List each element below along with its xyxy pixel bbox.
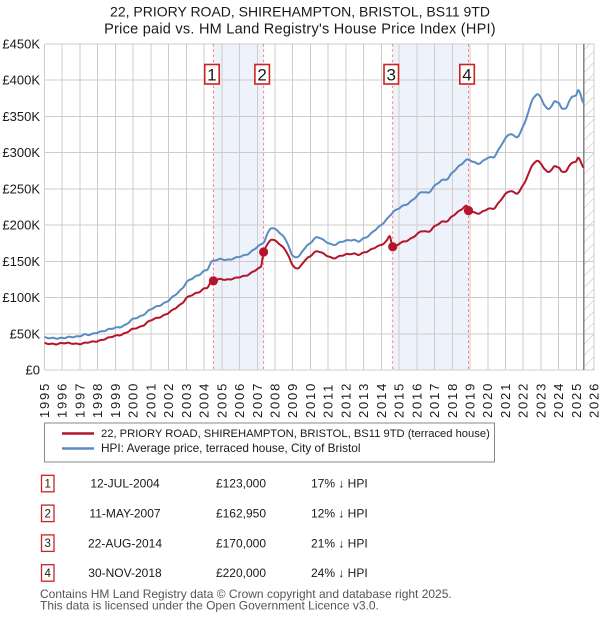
svg-text:2000: 2000 xyxy=(126,382,141,418)
svg-text:2009: 2009 xyxy=(285,382,300,418)
svg-text:2022: 2022 xyxy=(516,382,531,418)
svg-text:£400K: £400K xyxy=(2,73,40,88)
svg-text:2021: 2021 xyxy=(498,382,513,418)
svg-text:1998: 1998 xyxy=(90,382,105,418)
svg-text:1995: 1995 xyxy=(37,382,52,418)
svg-text:2024: 2024 xyxy=(551,382,566,418)
svg-text:2001: 2001 xyxy=(143,382,158,418)
svg-text:22-AUG-2014: 22-AUG-2014 xyxy=(88,536,162,550)
svg-text:2014: 2014 xyxy=(374,382,389,418)
svg-text:2007: 2007 xyxy=(250,382,265,418)
svg-text:22, PRIORY ROAD, SHIREHAMPTON,: 22, PRIORY ROAD, SHIREHAMPTON, BRISTOL, … xyxy=(110,4,490,20)
svg-text:£220,000: £220,000 xyxy=(216,566,266,580)
svg-text:£170,000: £170,000 xyxy=(216,536,266,550)
svg-text:1997: 1997 xyxy=(73,382,88,418)
svg-text:1999: 1999 xyxy=(108,382,123,418)
svg-text:£250K: £250K xyxy=(2,181,40,196)
svg-text:£123,000: £123,000 xyxy=(216,477,266,491)
svg-text:2004: 2004 xyxy=(197,382,212,418)
svg-text:1: 1 xyxy=(44,479,50,491)
svg-text:11-MAY-2007: 11-MAY-2007 xyxy=(89,507,160,521)
svg-text:£100K: £100K xyxy=(2,290,40,305)
svg-text:2019: 2019 xyxy=(463,382,478,418)
svg-text:£350K: £350K xyxy=(2,109,40,124)
svg-text:2008: 2008 xyxy=(268,382,283,418)
svg-text:30-NOV-2018: 30-NOV-2018 xyxy=(88,566,162,580)
svg-text:2015: 2015 xyxy=(392,382,407,418)
svg-text:This data is licensed under th: This data is licensed under the Open Gov… xyxy=(40,599,379,613)
svg-text:£300K: £300K xyxy=(2,145,40,160)
svg-text:17% ↓ HPI: 17% ↓ HPI xyxy=(311,477,368,491)
svg-text:£150K: £150K xyxy=(2,254,40,269)
svg-text:2006: 2006 xyxy=(232,382,247,418)
svg-text:2012: 2012 xyxy=(338,382,353,418)
svg-text:2026: 2026 xyxy=(587,382,600,418)
svg-text:2023: 2023 xyxy=(533,382,548,418)
svg-text:£0: £0 xyxy=(26,363,40,378)
svg-text:2010: 2010 xyxy=(303,382,318,418)
svg-text:2017: 2017 xyxy=(427,382,442,418)
svg-text:2002: 2002 xyxy=(161,382,176,418)
svg-text:2020: 2020 xyxy=(480,382,495,418)
svg-text:1: 1 xyxy=(207,66,216,85)
svg-text:3: 3 xyxy=(44,538,50,550)
svg-text:2025: 2025 xyxy=(569,382,584,418)
svg-text:22, PRIORY ROAD, SHIREHAMPTON,: 22, PRIORY ROAD, SHIREHAMPTON, BRISTOL, … xyxy=(101,428,490,440)
svg-text:4: 4 xyxy=(44,568,51,580)
svg-text:£162,950: £162,950 xyxy=(216,507,266,521)
svg-text:2018: 2018 xyxy=(445,382,460,418)
svg-text:12-JUL-2004: 12-JUL-2004 xyxy=(90,477,160,491)
svg-text:2003: 2003 xyxy=(179,382,194,418)
svg-text:24% ↓ HPI: 24% ↓ HPI xyxy=(311,566,368,580)
svg-text:2005: 2005 xyxy=(214,382,229,418)
svg-text:Contains HM Land Registry data: Contains HM Land Registry data © Crown c… xyxy=(40,587,452,601)
svg-text:2: 2 xyxy=(44,508,50,520)
svg-text:2016: 2016 xyxy=(409,382,424,418)
svg-text:2011: 2011 xyxy=(321,383,336,418)
svg-text:£50K: £50K xyxy=(10,326,41,341)
svg-text:£200K: £200K xyxy=(2,218,40,233)
svg-text:1996: 1996 xyxy=(55,382,70,418)
svg-text:Price paid vs. HM Land Registr: Price paid vs. HM Land Registry's House … xyxy=(104,22,496,38)
svg-text:£450K: £450K xyxy=(2,37,40,52)
svg-text:HPI: Average price, terraced h: HPI: Average price, terraced house, City… xyxy=(101,441,360,455)
svg-text:21% ↓ HPI: 21% ↓ HPI xyxy=(311,536,368,550)
svg-text:12% ↓ HPI: 12% ↓ HPI xyxy=(311,507,368,521)
svg-text:3: 3 xyxy=(386,66,395,85)
svg-text:4: 4 xyxy=(462,66,471,85)
svg-text:2013: 2013 xyxy=(356,382,371,418)
svg-text:2: 2 xyxy=(257,66,266,85)
